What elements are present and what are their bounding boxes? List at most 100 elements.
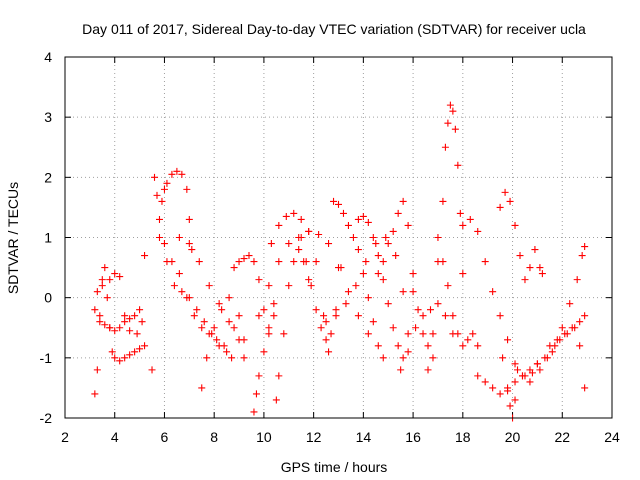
series-arc-13 xyxy=(255,227,372,338)
data-point xyxy=(307,282,315,290)
data-point xyxy=(270,300,278,308)
data-point xyxy=(280,330,288,338)
data-point xyxy=(332,306,340,314)
data-point xyxy=(451,125,459,133)
data-point xyxy=(193,306,201,314)
series-arc-14 xyxy=(297,234,345,344)
data-point xyxy=(344,221,352,229)
data-point xyxy=(382,234,390,241)
data-point xyxy=(528,369,536,377)
data-point xyxy=(496,390,504,398)
data-point xyxy=(514,366,522,374)
data-point xyxy=(434,234,442,241)
y-tick-label: 2 xyxy=(44,169,52,185)
data-point xyxy=(394,209,402,217)
data-point xyxy=(359,270,367,278)
y-tick-label: -2 xyxy=(40,410,53,426)
data-point xyxy=(275,258,283,266)
data-point xyxy=(339,209,347,217)
data-point xyxy=(337,264,345,272)
data-point xyxy=(170,282,178,290)
data-point xyxy=(566,300,574,308)
data-point xyxy=(429,330,437,338)
data-point xyxy=(205,330,213,338)
data-point xyxy=(369,318,377,326)
data-point xyxy=(183,294,191,302)
data-points xyxy=(91,101,589,422)
data-point xyxy=(536,264,544,272)
data-point xyxy=(581,384,589,392)
data-point xyxy=(240,354,248,362)
data-point xyxy=(546,342,554,350)
data-point xyxy=(116,324,124,332)
data-point xyxy=(516,252,524,260)
data-point xyxy=(489,288,497,296)
data-point xyxy=(332,312,340,320)
data-point xyxy=(474,372,482,380)
data-point xyxy=(133,330,141,338)
data-point xyxy=(444,119,452,127)
data-point xyxy=(98,276,106,284)
data-point xyxy=(183,185,191,193)
data-point xyxy=(454,330,462,338)
data-point xyxy=(531,246,539,254)
data-point xyxy=(270,312,278,320)
data-point xyxy=(272,396,280,404)
data-point xyxy=(255,312,263,320)
data-point xyxy=(330,197,338,205)
data-point xyxy=(414,306,422,314)
data-point xyxy=(290,209,298,217)
data-point xyxy=(260,306,268,314)
data-point xyxy=(111,354,119,362)
data-point xyxy=(374,342,382,350)
x-tick-label: 10 xyxy=(256,429,272,445)
series-arc-11 xyxy=(272,246,313,404)
data-point xyxy=(141,252,149,260)
data-point xyxy=(111,270,119,278)
data-point xyxy=(302,258,310,266)
data-point xyxy=(384,300,392,308)
series-arc-21 xyxy=(434,234,482,350)
data-point xyxy=(434,300,442,308)
chart-title: Day 011 of 2017, Sidereal Day-to-day VTE… xyxy=(82,21,586,37)
data-point xyxy=(389,227,397,235)
data-point xyxy=(379,258,387,266)
data-point xyxy=(404,330,412,338)
series-arc-05 xyxy=(148,234,238,374)
data-point xyxy=(558,324,566,332)
data-point xyxy=(160,185,168,193)
data-point xyxy=(111,327,119,335)
data-point xyxy=(489,384,497,392)
data-point xyxy=(464,336,472,344)
data-point xyxy=(203,354,211,362)
data-point xyxy=(424,342,432,350)
x-axis-label: GPS time / hours xyxy=(281,459,388,475)
data-point xyxy=(121,312,129,320)
data-point xyxy=(446,101,454,109)
data-point xyxy=(121,318,129,326)
data-point xyxy=(265,324,273,332)
data-point xyxy=(379,354,387,362)
data-point xyxy=(285,282,293,290)
data-point xyxy=(578,252,586,260)
series-arc-06 xyxy=(160,240,236,362)
data-point xyxy=(352,282,360,290)
data-point xyxy=(576,318,584,326)
series-arc-23 xyxy=(474,360,541,398)
data-point xyxy=(252,390,260,398)
data-point xyxy=(210,324,218,332)
series-arc-28 xyxy=(546,312,589,350)
data-point xyxy=(151,173,159,181)
data-point xyxy=(260,348,268,356)
series-arc-22 xyxy=(459,215,534,386)
data-point xyxy=(106,324,114,332)
data-point xyxy=(481,378,489,386)
data-point xyxy=(504,336,512,344)
data-point xyxy=(225,318,233,326)
data-point xyxy=(394,342,402,350)
x-tick-label: 2 xyxy=(61,429,69,445)
x-tick-label: 14 xyxy=(356,429,372,445)
data-point xyxy=(441,143,449,151)
data-point xyxy=(576,342,584,350)
data-point xyxy=(126,351,134,359)
